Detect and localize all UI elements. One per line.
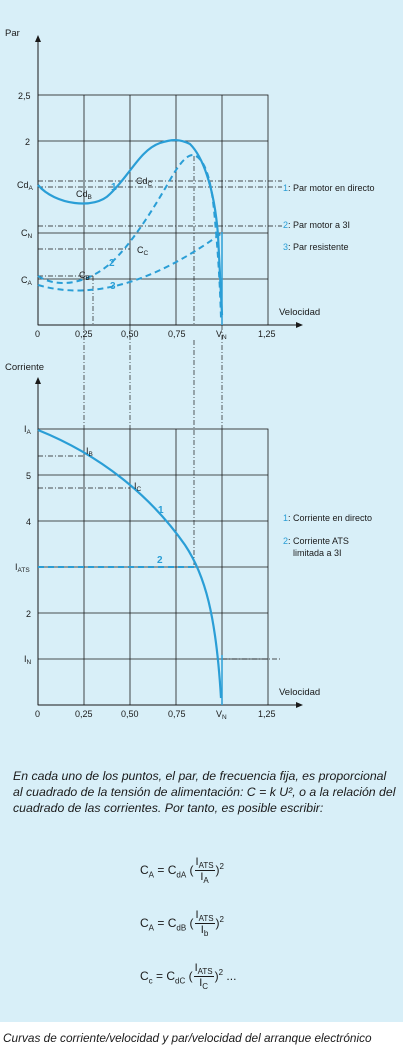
current-y-tick-iats: IATS	[15, 562, 30, 574]
torque-y-tick-cn: CN	[21, 228, 33, 240]
torque-curve-number-3: 3	[110, 281, 116, 292]
current-y-tick-ia: IA	[24, 424, 32, 436]
current-y-tick-5: 5	[26, 471, 31, 481]
torque-curve-number-1: 1	[111, 182, 117, 193]
current-x-tick-1-25: 1,25	[258, 709, 276, 719]
torque-x-tick-0-50: 0,50	[121, 329, 139, 339]
current-legend-item-2-line2: limitada a 3I	[293, 548, 342, 558]
point-ic: IC	[134, 481, 142, 493]
point-ib: IB	[86, 446, 93, 458]
torque-x-tick-vn: VN	[216, 329, 227, 341]
torque-legend: 1: Par motor en directo 2: Par motor a 3…	[283, 183, 375, 252]
current-y-title: Corriente	[5, 362, 44, 373]
torque-x-tick-1-25: 1,25	[258, 329, 276, 339]
current-x-tick-0-25: 0,25	[75, 709, 93, 719]
current-legend-item-1: 1: Corriente en directo	[283, 513, 372, 523]
torque-y-tick-2: 2	[25, 137, 30, 147]
torque-curve-number-2: 2	[109, 258, 115, 269]
torque-legend-item-2: 2: Par motor a 3I	[283, 220, 350, 230]
current-curve-number-2: 2	[157, 555, 163, 566]
torque-legend-item-3: 3: Par resistente	[283, 242, 349, 252]
current-x-tick-0-75: 0,75	[168, 709, 186, 719]
current-x-tick-0-50: 0,50	[121, 709, 139, 719]
diagram-panel	[0, 0, 403, 1022]
point-cc: CC	[137, 245, 149, 257]
current-curve-direct	[37, 428, 223, 699]
current-chart: Corriente IA 5 4 IATS 2 IN 0 0,25 0,50 0…	[5, 325, 372, 721]
current-curve-number-1: 1	[158, 505, 164, 516]
torque-x-title: Velocidad	[279, 307, 320, 318]
torque-y-tick-ca: CA	[21, 275, 33, 287]
torque-y-tick-2-5: 2,5	[18, 91, 31, 101]
torque-curve-load	[37, 232, 223, 292]
torque-curve-ats	[37, 153, 222, 319]
current-legend: 1: Corriente en directo 2: Corriente ATS…	[283, 513, 372, 558]
current-x-tick-0: 0	[35, 709, 40, 719]
current-y-tick-4: 4	[26, 517, 31, 527]
torque-x-tick-0-25: 0,25	[75, 329, 93, 339]
current-legend-item-2: 2: Corriente ATS	[283, 536, 349, 546]
current-x-title: Velocidad	[279, 687, 320, 698]
torque-reference-lines	[38, 156, 282, 325]
torque-curve-direct	[37, 139, 224, 316]
formula-2: CA = CdB (IATS Ib)2	[140, 909, 224, 939]
formula-3: Cc = CdC (IATS IC)2 ...	[140, 962, 237, 992]
torque-y-title: Par	[5, 28, 20, 39]
point-cb: CB	[79, 270, 90, 282]
point-cdc: CdC	[136, 176, 153, 188]
figure-caption: Curvas de corriente/velocidad y par/velo…	[3, 1031, 372, 1045]
formula-1: CA = CdA (IATS IA)2	[140, 856, 224, 886]
torque-y-tick-cda: CdA	[17, 180, 34, 192]
current-x-tick-vn: VN	[216, 709, 227, 721]
torque-x-tick-0: 0	[35, 329, 40, 339]
torque-chart: Par 2,5 2 CdA CN CA 0 0,25 0,50 0,75 VN …	[5, 28, 375, 341]
current-y-tick-in: IN	[24, 654, 32, 666]
current-reference-lines	[38, 325, 282, 660]
torque-x-tick-0-75: 0,75	[168, 329, 186, 339]
point-cdb: CdB	[76, 189, 92, 201]
torque-legend-item-1: 1: Par motor en directo	[283, 183, 375, 193]
current-y-tick-2: 2	[26, 609, 31, 619]
explanation-note: En cada uno de los puntos, el par, de fr…	[13, 769, 396, 815]
diagrams-svg: Par 2,5 2 CdA CN CA 0 0,25 0,50 0,75 VN …	[5, 28, 375, 721]
